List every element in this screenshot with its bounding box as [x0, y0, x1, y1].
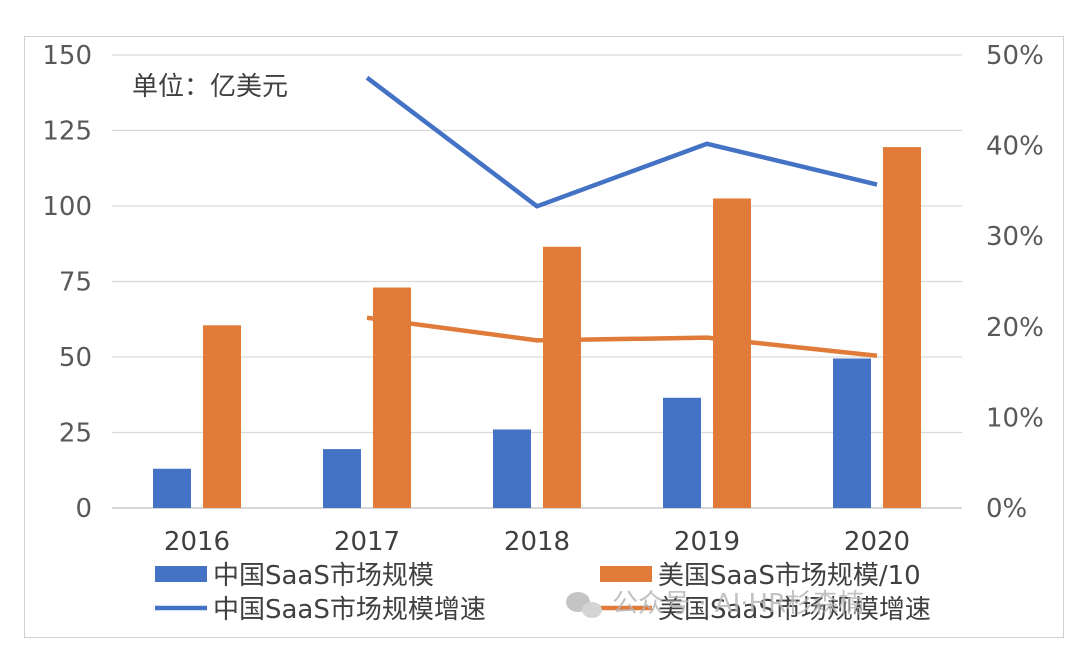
- bar-china-2017: [323, 449, 361, 508]
- right-tick-label: 50%: [986, 41, 1044, 71]
- category-label: 2020: [844, 527, 910, 557]
- watermark-text: 公众号 · AI·HR杉森楠: [612, 589, 864, 619]
- left-tick-label: 75: [59, 268, 92, 298]
- bar-china-2018: [493, 429, 531, 508]
- legend-label: 中国SaaS市场规模增速: [213, 595, 486, 625]
- category-label: 2017: [334, 527, 400, 557]
- legend-swatch: [155, 566, 207, 582]
- left-tick-label: 50: [59, 343, 92, 373]
- left-axis-ticks: 0 25 50 75 100 125 150: [42, 41, 92, 524]
- bar-china-2019: [663, 397, 701, 508]
- right-axis-ticks: 0% 10% 20% 30% 40% 50%: [986, 41, 1044, 524]
- bar-us-2019: [713, 198, 751, 508]
- right-tick-label: 10%: [986, 403, 1044, 433]
- category-labels: 2016 2017 2018 2019 2020: [164, 527, 910, 557]
- line-china-growth: [365, 75, 878, 209]
- right-tick-label: 30%: [986, 222, 1044, 252]
- right-tick-label: 20%: [986, 313, 1044, 343]
- right-tick-label: 0%: [986, 494, 1027, 524]
- legend-label: 美国SaaS市场规模/10: [658, 561, 921, 591]
- bar-us-2018: [543, 246, 581, 508]
- bar-china-2016: [153, 468, 191, 508]
- grid-lines: [112, 54, 962, 509]
- unit-label: 单位：亿美元: [132, 72, 288, 102]
- chart-frame: [24, 36, 1064, 638]
- category-label: 2016: [164, 527, 230, 557]
- growth-lines: [365, 75, 878, 359]
- category-label: 2019: [674, 527, 740, 557]
- left-tick-label: 125: [42, 117, 92, 147]
- legend-label: 中国SaaS市场规模: [213, 561, 434, 591]
- right-tick-label: 40%: [986, 132, 1044, 162]
- legend-swatch: [600, 566, 652, 582]
- watermark: 公众号 · AI·HR杉森楠: [566, 589, 864, 619]
- left-tick-label: 0: [75, 494, 92, 524]
- line-us-growth: [366, 315, 878, 359]
- category-label: 2018: [504, 527, 570, 557]
- bar-us-2020: [883, 147, 921, 509]
- left-tick-label: 100: [42, 192, 92, 222]
- left-tick-label: 25: [59, 419, 92, 449]
- legend: 中国SaaS市场规模 美国SaaS市场规模/10 中国SaaS市场规模增速 美国Saa…: [155, 561, 931, 625]
- left-tick-label: 150: [42, 41, 92, 71]
- bars: [153, 147, 921, 509]
- bar-china-2020: [833, 358, 871, 508]
- bar-us-2016: [203, 325, 241, 508]
- wechat-icon: [566, 592, 602, 618]
- legend-label: 美国SaaS市场规模增速: [658, 595, 931, 625]
